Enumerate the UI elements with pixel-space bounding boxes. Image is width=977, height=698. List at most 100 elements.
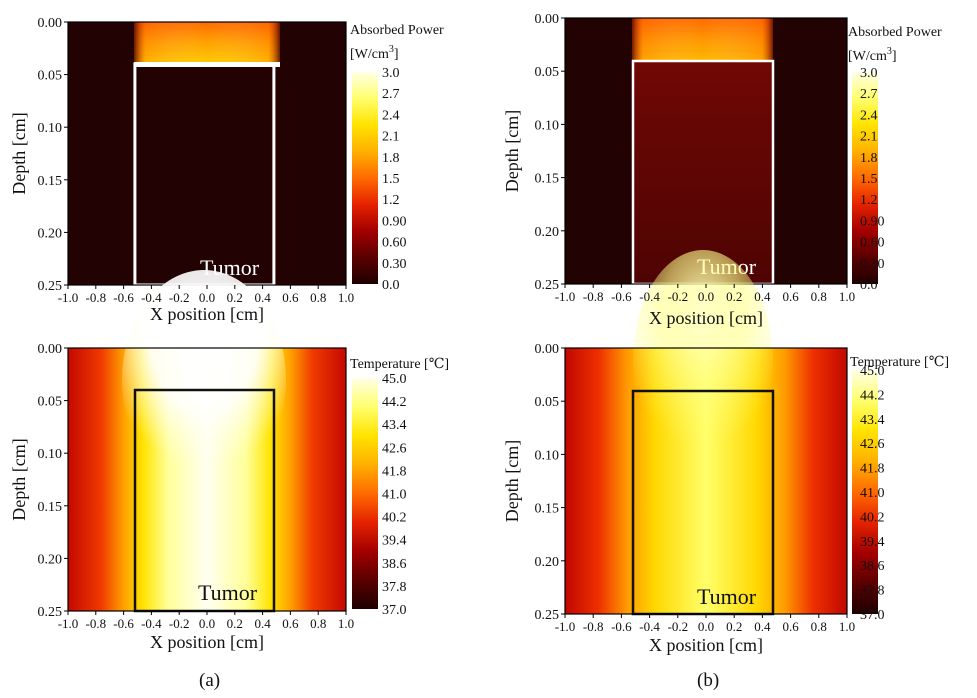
colorbar-tick-b-power: 3.0 [860,66,878,81]
colorbar-tick-b-temp: 43.4 [860,413,885,428]
colorbar-tick-a-temp: 41.8 [382,464,407,479]
colorbar-tick-a-power: 2.1 [382,130,400,145]
colorbar-tick-a-power: 2.4 [382,108,400,123]
y-tick-label-a-power: 0.00 [38,16,63,31]
colorbar-tick-b-temp: 44.2 [860,388,885,403]
colorbar-tick-a-temp: 38.6 [382,557,407,572]
y-tick-label-b-temp: 0.20 [535,555,560,570]
colorbar-a-power [352,72,378,284]
panel-b-temp: Tumor [564,250,848,616]
y-tick-label-b-temp: 0.10 [535,448,560,463]
x-tick-label-b-power: -0.6 [611,289,632,304]
x-tick-label-a-temp: 0.8 [310,616,326,631]
colorbar-tick-a-power: 0.30 [382,257,407,272]
colorbar-tick-a-power: 1.5 [382,172,400,187]
y-tick-label-b-power: 0.05 [535,65,560,80]
y-tick-label-a-power: 0.25 [38,279,63,294]
x-tick-label-a-power: -0.8 [86,290,107,305]
x-tick-label-b-power: -0.2 [668,289,689,304]
y-tick-label-a-temp: 0.20 [38,552,63,567]
x-tick-label-b-power: 0.6 [782,289,799,304]
colorbar-tick-b-power: 2.7 [860,87,878,102]
colorbar-tick-b-temp: 42.6 [860,437,885,452]
x-tick-label-b-power: 0.2 [726,289,742,304]
colorbar-tick-b-temp: 40.2 [860,510,885,525]
panel-b-power: Tumor [564,17,848,286]
x-tick-label-b-power: -1.0 [555,289,576,304]
x-tick-label-a-temp: 0.6 [282,616,299,631]
caption-a: (a) [199,670,221,691]
y-tick-label-b-temp: 0.15 [535,502,560,517]
x-tick-label-a-temp: -0.2 [169,616,190,631]
colorbar-tick-b-power: 0.30 [860,257,885,272]
y-tick-label-b-power: 0.15 [535,172,560,187]
y-tick-label-a-power: 0.10 [38,121,63,136]
y-tick-label-a-power: 0.15 [38,174,63,189]
y-tick-label-a-temp: 0.25 [38,605,63,620]
x-tick-label-a-power: 0.6 [282,290,299,305]
colorbar-tick-b-temp: 45.0 [860,364,885,379]
plot-area-b-temp [564,250,848,616]
x-tick-label-a-temp: -1.0 [58,616,79,631]
colorbar-tick-b-power: 0.90 [860,214,885,229]
x-tick-label-b-temp: -0.8 [583,619,604,634]
colorbar-tick-a-power: 0.0 [382,278,400,293]
colorbar-tick-a-temp: 37.8 [382,580,407,595]
y-axis-label-b-power: Depth [cm] [502,110,522,192]
x-tick-label-a-temp: -0.4 [141,616,162,631]
y-axis-label-a-temp: Depth [cm] [9,438,29,520]
colorbar-b-temp [852,370,878,614]
colorbar-tick-a-temp: 41.0 [382,488,407,503]
x-tick-label-b-temp: 0.6 [782,619,799,634]
y-tick-label-b-temp: 0.05 [535,395,560,410]
x-tick-label-a-temp: 1.0 [338,616,354,631]
colorbar-title-b-power: Absorbed Power [848,25,942,40]
y-tick-label-a-power: 0.05 [38,69,63,84]
x-tick-label-a-temp: 0.2 [227,616,243,631]
x-tick-label-a-temp: -0.6 [113,616,134,631]
x-tick-label-a-power: -0.4 [141,290,162,305]
y-tick-label-a-temp: 0.15 [38,500,63,515]
colorbar-tick-a-temp: 45.0 [382,372,407,387]
plot-area-a-power [67,21,347,287]
x-tick-label-a-power: 0.4 [254,290,271,305]
colorbar-tick-b-power: 1.5 [860,172,878,187]
plot-area-a-temp [67,270,347,613]
y-axis-label-b-temp: Depth [cm] [502,440,522,522]
x-tick-label-b-temp: 0.8 [811,619,827,634]
x-axis-label-a-power: X position [cm] [150,304,264,324]
x-tick-label-b-temp: 0.2 [726,619,742,634]
colorbar-title-b-temp: Temperature [℃] [850,355,949,370]
x-tick-label-b-temp: -0.4 [639,619,660,634]
colorbar-tick-b-power: 0.60 [860,236,885,251]
y-axis-label-a-power: Depth [cm] [9,112,29,194]
colorbar-tick-b-temp: 41.8 [860,462,885,477]
x-axis-label-a-temp: X position [cm] [150,632,264,652]
x-tick-label-a-power: -0.2 [169,290,190,305]
axes-layer: -1.0 -0.8 -0.6 -0.4 -0.2 0.0 0.2 0.4 0.6 0.8 1.0 0.… [9,12,855,655]
x-tick-label-b-power: 0.4 [754,289,771,304]
colorbar-tick-a-temp: 40.2 [382,511,407,526]
x-tick-label-b-power: 0.0 [698,289,714,304]
colorbar-tick-a-temp: 42.6 [382,441,407,456]
x-tick-label-b-temp: 0.4 [754,619,771,634]
x-tick-label-a-power: -1.0 [58,290,79,305]
y-tick-label-a-temp: 0.05 [38,395,63,410]
y-tick-label-b-power: 0.00 [535,12,560,27]
x-tick-label-a-power: -0.6 [113,290,134,305]
tumor-label-b-temp: Tumor [697,584,757,609]
x-tick-label-a-power: 0.8 [310,290,326,305]
colorbar-tick-a-power: 0.60 [382,236,407,251]
y-tick-label-a-power: 0.20 [38,226,63,241]
colorbar-tick-b-power: 2.4 [860,108,878,123]
y-tick-label-b-power: 0.25 [535,278,560,293]
x-tick-label-b-temp: -0.6 [611,619,632,634]
colorbar-tick-b-power: 1.8 [860,151,878,166]
colorbar-tick-b-power: 1.2 [860,193,878,208]
colorbar-tick-a-power: 1.2 [382,193,400,208]
x-tick-label-b-temp: -1.0 [555,619,576,634]
x-tick-label-b-temp: 0.0 [698,619,714,634]
colorbar-tick-b-temp: 39.4 [860,535,885,550]
colorbar-tick-a-power: 3.0 [382,66,400,81]
colorbar-tick-a-temp: 39.4 [382,534,407,549]
